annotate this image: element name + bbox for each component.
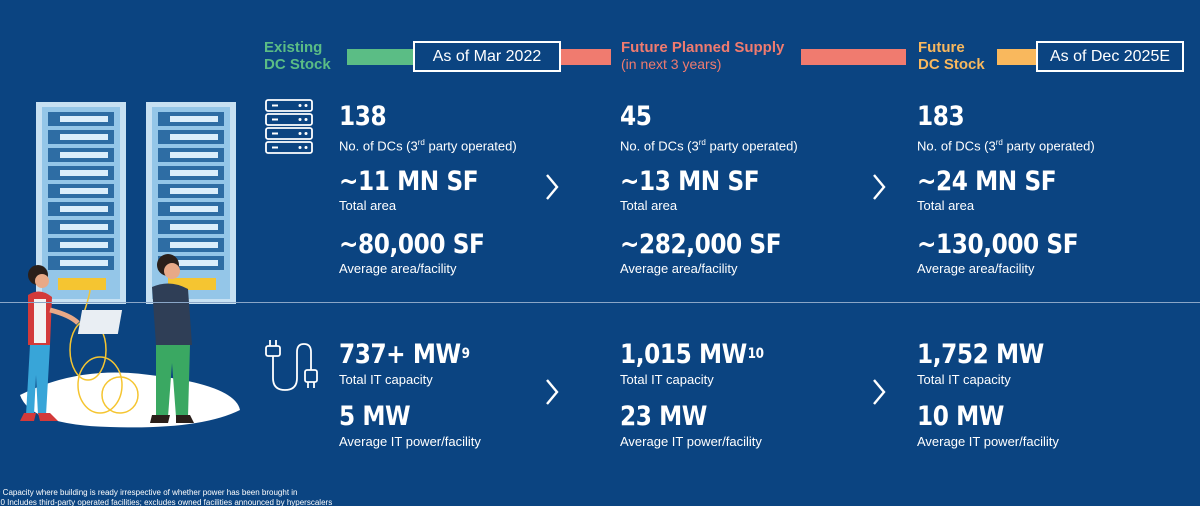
existing-stock-bar [347, 49, 415, 65]
dc-count-label: No. of DCs (3rd party operated) [917, 135, 1095, 153]
avg-area: ~80,000 SF [339, 229, 485, 260]
dc-label-post: party operated) [424, 138, 517, 154]
dc-count: 183 [917, 101, 965, 132]
dc-label-post: party operated) [705, 138, 798, 154]
future-stock-line1: Future [918, 39, 965, 56]
server-stack-icon [264, 98, 314, 161]
total-area-label: Total area [917, 198, 975, 213]
avg-power-label: Average IT power/facility [620, 434, 762, 449]
total-capacity-footnote: 10 [747, 346, 764, 362]
avg-area-label: Average area/facility [620, 261, 738, 276]
chevron-right-icon [871, 172, 887, 202]
data-center-workers-illustration [0, 95, 245, 440]
chevron-right-icon [544, 172, 560, 202]
existing-line1: Existing [264, 39, 323, 56]
total-capacity: 737+ MW9 [339, 340, 470, 370]
total-capacity: 1,015 MW10 [620, 340, 764, 370]
total-capacity: 1,752 MW [917, 340, 1045, 370]
footnote-10: 10 Includes third-party operated facilit… [0, 498, 333, 506]
avg-power-label: Average IT power/facility [917, 434, 1059, 449]
planned-supply-bar-left [561, 49, 611, 65]
section-divider [0, 302, 1200, 303]
total-capacity-label: Total IT capacity [620, 372, 714, 387]
total-capacity-label: Total IT capacity [917, 372, 1011, 387]
planned-supply-bar-right [801, 49, 906, 65]
column-planned: 45 No. of DCs (3rd party operated) ~13 M… [620, 102, 860, 452]
as-of-mar-box: As of Mar 2022 [413, 41, 561, 72]
column-future: 183 No. of DCs (3rd party operated) ~24 … [917, 102, 1157, 452]
avg-area: ~130,000 SF [917, 229, 1079, 260]
avg-area-label: Average area/facility [917, 261, 1035, 276]
total-capacity-value: 1,752 MW [917, 339, 1044, 370]
avg-power: 5 MW [339, 401, 411, 432]
avg-power: 23 MW [620, 401, 707, 432]
dc-label-pre: No. of DCs (3 [620, 138, 699, 154]
dc-count-label: No. of DCs (3rd party operated) [339, 135, 517, 153]
future-stock-line2: DC Stock [918, 56, 985, 73]
total-capacity-value: 737+ MW [339, 339, 461, 370]
total-capacity-label: Total IT capacity [339, 372, 433, 387]
future-stock-label: Future DC Stock [918, 39, 985, 73]
existing-stock-label: Existing DC Stock [264, 39, 331, 73]
avg-power: 10 MW [917, 401, 1004, 432]
chevron-right-icon [544, 377, 560, 407]
dc-label-post: party operated) [1002, 138, 1095, 154]
avg-area-label: Average area/facility [339, 261, 457, 276]
total-area-label: Total area [620, 198, 678, 213]
total-area: ~13 MN SF [620, 166, 760, 197]
total-capacity-footnote: 9 [461, 346, 470, 362]
avg-area: ~282,000 SF [620, 229, 782, 260]
total-capacity-value: 1,015 MW [620, 339, 747, 370]
total-area-label: Total area [339, 198, 397, 213]
chevron-right-icon [871, 377, 887, 407]
avg-power-label: Average IT power/facility [339, 434, 481, 449]
dc-label-pre: No. of DCs (3 [917, 138, 996, 154]
column-existing: 138 No. of DCs (3rd party operated) ~11 … [339, 102, 569, 452]
as-of-dec-box: As of Dec 2025E [1036, 41, 1184, 72]
dc-count: 138 [339, 101, 387, 132]
dc-label-sup: rd [995, 138, 1003, 147]
dc-count-label: No. of DCs (3rd party operated) [620, 135, 798, 153]
dc-label-sup: rd [417, 138, 425, 147]
future-planned-label: Future Planned Supply (in next 3 years) [621, 39, 784, 72]
existing-line2: DC Stock [264, 56, 331, 73]
future-planned-line1: Future Planned Supply [621, 39, 785, 56]
dc-count: 45 [620, 101, 652, 132]
power-plug-icon [262, 338, 322, 403]
future-planned-line2: (in next 3 years) [621, 56, 722, 72]
future-stock-bar [997, 49, 1037, 65]
total-area: ~24 MN SF [917, 166, 1057, 197]
header: Existing DC Stock As of Mar 2022 Future … [0, 0, 1200, 80]
dc-label-sup: rd [698, 138, 706, 147]
total-area: ~11 MN SF [339, 166, 479, 197]
footnote-9: 9 Capacity where building is ready irres… [0, 488, 298, 497]
dc-label-pre: No. of DCs (3 [339, 138, 418, 154]
